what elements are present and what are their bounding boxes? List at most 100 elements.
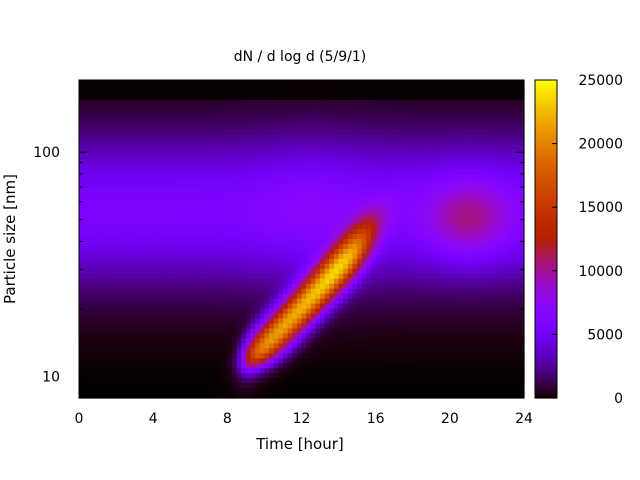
heatmap-cell [208,328,215,335]
heatmap-cell [157,253,164,260]
heatmap-cell [320,119,326,126]
heatmap-cell [97,288,103,295]
heatmap-cell [282,318,289,325]
heatmap-cell [199,224,205,230]
heatmap-cell [357,318,363,325]
heatmap-cell [292,164,298,171]
heatmap-cell [394,229,400,235]
heatmap-cell [389,229,395,235]
heatmap-cell [394,139,400,146]
heatmap-cell [231,363,238,369]
heatmap-cell [129,214,136,220]
heatmap-cell [333,169,340,176]
heatmap-cell [143,383,150,389]
heatmap-cell [92,94,99,101]
heatmap-cell [176,318,182,325]
heatmap-cell [134,129,140,136]
heatmap-cell [435,239,442,245]
heatmap-cell [343,144,349,151]
heatmap-cell [375,124,381,131]
heatmap-cell [431,313,437,320]
heatmap-cell [282,134,289,141]
heatmap-cell [408,179,414,185]
heatmap-cell [180,119,187,126]
heatmap-cell [97,164,103,171]
heatmap-cell [120,268,126,275]
heatmap-cell [394,159,400,166]
heatmap-cell [167,209,173,215]
heatmap-cell [213,333,219,339]
heatmap-cell [106,308,113,315]
heatmap-cell [343,293,349,300]
heatmap-cell [213,204,219,210]
heatmap-cell [422,89,428,96]
heatmap-cell [222,378,228,384]
heatmap-cell [139,144,145,151]
heatmap-cell [426,373,432,379]
heatmap-cell [88,224,94,230]
heatmap-cell [273,194,279,200]
heatmap-cell [236,189,242,195]
heatmap-cell [129,199,136,205]
heatmap-cell [371,283,377,290]
heatmap-cell [398,224,405,230]
heatmap-cell [208,278,215,285]
heatmap-cell [292,253,298,260]
heatmap-cell [403,204,409,210]
heatmap-cell [375,363,381,369]
heatmap-cell [343,338,349,344]
heatmap-cell [116,229,122,235]
heatmap-cell [357,308,363,315]
heatmap-cell [408,89,414,96]
heatmap-cell [273,199,279,205]
heatmap-cell [343,104,349,111]
heatmap-cell [153,114,159,121]
heatmap-cell [134,268,140,275]
heatmap-cell [292,288,298,295]
heatmap-cell [102,273,108,280]
heatmap-cell [204,179,210,185]
heatmap-cell [241,164,247,171]
heatmap-cell [398,263,405,270]
heatmap-cell [231,368,238,374]
heatmap-cell [83,383,89,389]
heatmap-cell [227,144,233,151]
heatmap-cell [333,179,340,185]
heatmap-cell [222,348,228,354]
heatmap-cell [389,318,395,325]
heatmap-cell [417,348,423,354]
heatmap-cell [431,393,437,399]
heatmap-cell [139,298,145,305]
heatmap-cell [218,333,224,339]
heatmap-cell [431,293,437,300]
heatmap-cell [282,154,289,161]
heatmap-cell [231,174,238,180]
heatmap-cell [185,194,191,200]
heatmap-cell [296,368,303,374]
heatmap-cell [338,323,344,330]
heatmap-cell [282,243,289,250]
heatmap-cell [120,119,126,126]
heatmap-cell [204,243,210,250]
heatmap-cell [148,94,154,101]
heatmap-cell [296,179,303,185]
heatmap-cell [412,313,418,320]
heatmap-cell [269,159,275,166]
heatmap-cell [320,89,326,96]
heatmap-cell [417,328,423,335]
heatmap-cell [129,154,136,161]
heatmap-cell [384,229,391,235]
heatmap-cell [412,268,418,275]
heatmap-cell [129,273,136,280]
heatmap-cell [79,318,85,325]
heatmap-cell [380,184,386,190]
heatmap-cell [88,80,94,86]
heatmap-cell [102,268,108,275]
heatmap-cell [292,80,298,86]
heatmap-cell [347,383,354,389]
heatmap-cell [106,318,113,325]
heatmap-cell [231,353,238,359]
heatmap-cell [357,283,363,290]
heatmap-cell [301,348,307,354]
heatmap-cell [273,174,279,180]
